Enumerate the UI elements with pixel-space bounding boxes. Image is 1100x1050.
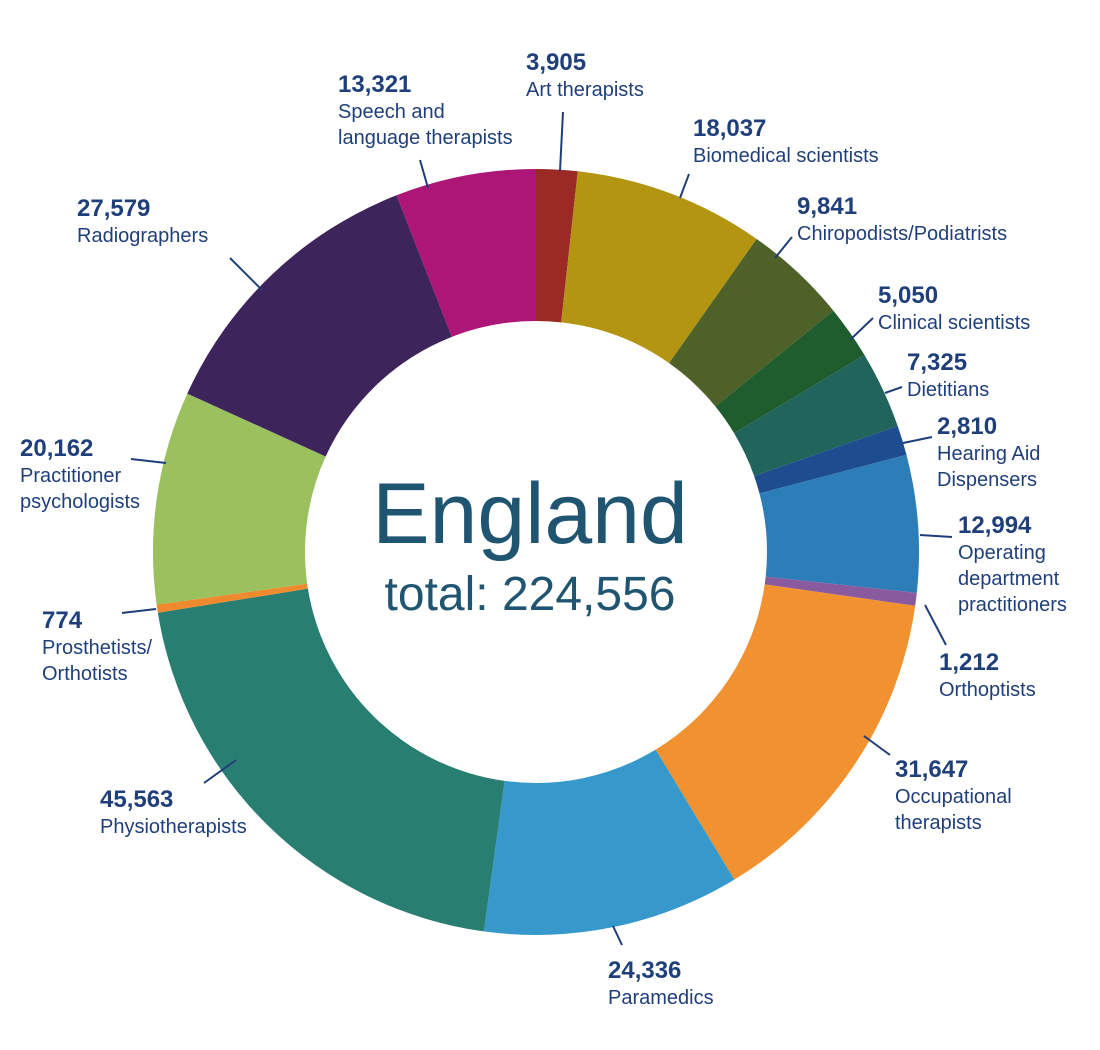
leader-line-orthoptists <box>924 604 947 646</box>
value-label-hearing-aid-dispensers: 2,810 <box>937 413 997 440</box>
value-label-occupational-therapists: 31,647 <box>895 756 968 783</box>
category-label-paramedics-line-1: Paramedics <box>608 987 714 1009</box>
leader-line-occupational-therapists <box>863 735 891 756</box>
value-label-biomedical-scientists: 18,037 <box>693 115 766 142</box>
leader-line-radiographers <box>229 257 263 291</box>
leader-line-speech-and-language-therapists <box>419 159 429 189</box>
category-label-clinical-scientists-line-1: Clinical scientists <box>878 312 1030 334</box>
value-label-art-therapists: 3,905 <box>526 49 586 76</box>
slice-chiropodists-podiatrists <box>669 238 834 407</box>
slice-operating-department-practitioners <box>759 454 920 593</box>
slice-hearing-aid-dispensers <box>754 425 907 494</box>
value-label-dietitians: 7,325 <box>907 349 967 376</box>
value-label-orthoptists: 1,212 <box>939 649 999 676</box>
category-label-physiotherapists-line-1: Physiotherapists <box>100 816 247 838</box>
category-label-hearing-aid-dispensers-line-2: Dispensers <box>937 469 1037 491</box>
category-label-art-therapists-line-1: Art therapists <box>526 79 644 101</box>
category-label-speech-and-language-therapists-line-1: Speech and <box>338 101 445 123</box>
category-label-prosthetists-orthotists-line-1: Prosthetists/ <box>42 637 152 659</box>
leader-line-hearing-aid-dispensers <box>902 436 933 444</box>
category-label-practitioner-psychologists-line-2: psychologists <box>20 491 140 513</box>
slice-practitioner-psychologists <box>153 393 326 605</box>
leader-line-physiotherapists <box>203 759 237 784</box>
category-label-occupational-therapists-line-2: therapists <box>895 812 982 834</box>
value-label-chiropodists-podiatrists: 9,841 <box>797 193 857 220</box>
slice-biomedical-scientists <box>561 171 757 364</box>
leader-line-dietitians <box>884 386 903 394</box>
slice-prosthetists-orthotists <box>156 583 308 613</box>
category-label-biomedical-scientists-line-1: Biomedical scientists <box>693 145 879 167</box>
leader-line-clinical-scientists <box>849 317 874 341</box>
value-label-physiotherapists: 45,563 <box>100 786 173 813</box>
value-label-practitioner-psychologists: 20,162 <box>20 435 93 462</box>
slice-orthoptists <box>764 576 917 606</box>
category-label-prosthetists-orthotists-line-2: Orthotists <box>42 663 128 685</box>
leader-line-prosthetists-orthotists <box>121 608 157 614</box>
category-label-operating-department-practitioners-line-2: department <box>958 568 1060 590</box>
leader-line-paramedics <box>612 925 623 946</box>
category-label-orthoptists-line-1: Orthoptists <box>939 679 1036 701</box>
value-label-clinical-scientists: 5,050 <box>878 282 938 309</box>
category-label-operating-department-practitioners-line-3: practitioners <box>958 594 1067 616</box>
leader-line-chiropodists-podiatrists <box>774 236 793 259</box>
value-label-prosthetists-orthotists: 774 <box>42 607 83 634</box>
slice-paramedics <box>483 749 735 935</box>
leader-lines <box>121 111 953 946</box>
category-label-radiographers-line-1: Radiographers <box>77 225 208 247</box>
value-label-operating-department-practitioners: 12,994 <box>958 512 1032 539</box>
leader-line-biomedical-scientists <box>679 173 690 199</box>
donut-slices <box>153 169 920 935</box>
leader-line-operating-department-practitioners <box>919 534 953 538</box>
category-label-dietitians-line-1: Dietitians <box>907 379 989 401</box>
category-label-occupational-therapists-line-1: Occupational <box>895 786 1012 808</box>
slice-labels: 3,905 Art therapists 18,037 Biomedical scie… <box>20 49 1067 1009</box>
value-label-radiographers: 27,579 <box>77 195 150 222</box>
chart-title: England <box>372 466 688 562</box>
slice-radiographers <box>187 195 452 457</box>
leader-line-art-therapists <box>559 111 564 172</box>
value-label-speech-and-language-therapists: 13,321 <box>338 71 411 98</box>
slice-occupational-therapists <box>655 584 916 880</box>
category-label-chiropodists-podiatrists-line-1: Chiropodists/Podiatrists <box>797 223 1007 245</box>
chart-subtitle: total: 224,556 <box>385 568 676 621</box>
category-label-hearing-aid-dispensers-line-1: Hearing Aid <box>937 443 1040 465</box>
slice-speech-and-language-therapists <box>396 169 536 337</box>
leader-line-practitioner-psychologists <box>130 458 167 464</box>
category-label-practitioner-psychologists-line-1: Practitioner <box>20 465 121 487</box>
category-label-speech-and-language-therapists-line-2: language therapists <box>338 127 513 149</box>
slice-art-therapists <box>536 169 578 323</box>
slice-clinical-scientists <box>715 310 865 434</box>
slice-physiotherapists <box>157 588 505 932</box>
slice-dietitians <box>734 355 898 477</box>
category-label-operating-department-practitioners-line-1: Operating <box>958 542 1046 564</box>
value-label-paramedics: 24,336 <box>608 957 681 984</box>
